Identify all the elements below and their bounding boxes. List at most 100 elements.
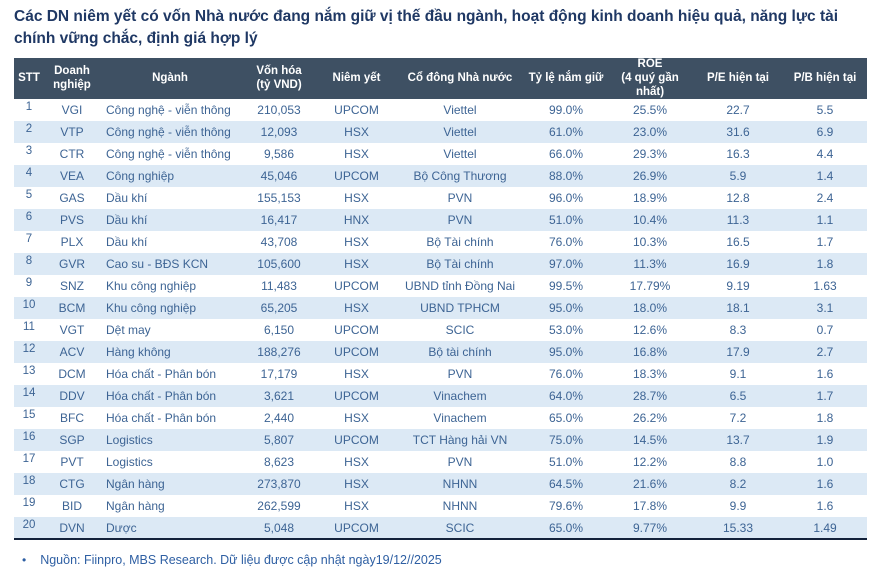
table-cell: 9.19 <box>726 279 750 294</box>
table-cell: 5 <box>25 189 33 202</box>
table-cell: 6,150 <box>263 323 295 338</box>
table-cell: 12,093 <box>260 125 298 140</box>
table-cell: 64.0% <box>548 389 584 404</box>
table-cell: Ngân hàng <box>106 477 165 492</box>
table-cell: 51.0% <box>548 213 584 228</box>
table-cell: Bộ tài chính <box>428 345 492 360</box>
table-cell: 1.4 <box>816 169 834 184</box>
table-cell: UPCOM <box>334 323 379 338</box>
table-row: 16 SGP Logistics 5,807 UPCOM TCT Hàng hải VN 7… <box>14 429 867 452</box>
table-cell: CTR <box>59 147 85 162</box>
table-cell: 88.0% <box>548 169 584 184</box>
table-cell: Viettel <box>443 147 477 162</box>
table-cell: 75.0% <box>548 433 584 448</box>
table-cell: PLX <box>60 235 84 250</box>
column-header: STT <box>14 57 44 100</box>
table-row: 18 CTG Ngân hàng 273,870 HSX NHNN 64.5% 21.6% 8.… <box>14 473 867 496</box>
table-cell: 76.0% <box>548 235 584 250</box>
table-cell: 9.1 <box>729 367 747 382</box>
column-header: Niêm yết <box>318 57 395 100</box>
table-cell: 22.7 <box>726 103 750 118</box>
table-cell: 16.5 <box>726 235 750 250</box>
table-cell: 26.9% <box>632 169 668 184</box>
table-cell: 1 <box>25 101 33 114</box>
table-header-row: STT Doanh nghiệp Ngành Vốn hóa (tỷ VND) Niêm… <box>14 57 867 100</box>
table-cell: 8.8 <box>729 455 747 470</box>
table-cell: Vinachem <box>433 411 487 426</box>
table-cell: 65.0% <box>548 411 584 426</box>
table-cell: UPCOM <box>334 169 379 184</box>
table-body: 1 VGI Công nghệ - viễn thông 210,053 UPCOM Vi… <box>14 99 867 540</box>
bullet-marker: • <box>22 553 27 568</box>
table-cell: ACV <box>59 345 85 360</box>
table-cell: Công nghệ - viễn thông <box>106 125 231 140</box>
table-cell: HSX <box>344 257 369 272</box>
table-cell: 188,276 <box>257 345 301 360</box>
table-cell: Dầu khí <box>106 213 148 228</box>
table-cell: 76.0% <box>548 367 584 382</box>
table-cell: 99.5% <box>548 279 584 294</box>
table-cell: Bộ Tài chính <box>426 257 494 272</box>
table-cell: UBND TPHCM <box>420 301 500 316</box>
table-cell: VEA <box>59 169 84 184</box>
table-cell: 3.1 <box>816 301 834 316</box>
table-cell: CTG <box>59 477 85 492</box>
table-cell: 1.63 <box>813 279 837 294</box>
table-row: 20 DVN Dược 5,048 UPCOM SCIC 65.0% 9.77% 15.33 1.… <box>14 517 867 540</box>
table-cell: 7 <box>25 233 33 246</box>
companies-table: STT Doanh nghiệp Ngành Vốn hóa (tỷ VND) Niêm… <box>14 57 867 541</box>
table-row: 7 PLX Dầu khí 43,708 HSX Bộ Tài chính 76.0% 10.… <box>14 231 867 254</box>
table-cell: 2 <box>25 123 33 136</box>
table-cell: 9.9 <box>729 499 747 514</box>
table-cell: Dầu khí <box>106 191 148 206</box>
column-header: P/B hiện tại <box>783 57 867 100</box>
table-cell: Viettel <box>443 125 477 140</box>
table-cell: 95.0% <box>548 301 584 316</box>
table-cell: HNX <box>343 213 370 228</box>
table-cell: UPCOM <box>334 433 379 448</box>
table-cell: 15 <box>22 409 36 422</box>
table-cell: 14 <box>22 387 36 400</box>
table-cell: 16.9 <box>726 257 750 272</box>
page-title: Các DN niêm yết có vốn Nhà nước đang nắm… <box>14 8 839 48</box>
table-cell: 43,708 <box>260 235 298 250</box>
column-header: Tỷ lệ nắm giữ <box>525 57 607 100</box>
table-cell: Khu công nghiệp <box>106 301 197 316</box>
table-cell: 66.0% <box>548 147 584 162</box>
table-cell: BCM <box>58 301 86 316</box>
table-cell: 8 <box>25 255 33 268</box>
table-cell: HSX <box>344 367 369 382</box>
table-cell: 16.3 <box>726 147 750 162</box>
table-cell: VTP <box>60 125 84 140</box>
table-cell: 13 <box>22 365 36 378</box>
table-cell: 18.1 <box>726 301 750 316</box>
table-cell: 2,440 <box>263 411 295 426</box>
table-cell: GVR <box>58 257 85 272</box>
table-cell: UPCOM <box>334 389 379 404</box>
table-row: 6 PVS Dầu khí 16,417 HNX PVN 51.0% 10.4% 11.3 1.1 <box>14 209 867 232</box>
table-cell: 262,599 <box>257 499 301 514</box>
table-cell: 2.7 <box>816 345 834 360</box>
table-cell: 19 <box>22 497 36 510</box>
table-cell: VGI <box>61 103 83 118</box>
table-row: 15 BFC Hóa chất - Phân bón 2,440 HSX Vinachem… <box>14 407 867 430</box>
table-cell: 13.7 <box>726 433 750 448</box>
table-cell: 28.7% <box>632 389 668 404</box>
table-cell: 155,153 <box>257 191 301 206</box>
table-cell: DVN <box>59 520 85 535</box>
table-cell: HSX <box>344 455 369 470</box>
table-row: 4 VEA Công nghiệp 45,046 UPCOM Bộ Công Thương… <box>14 165 867 188</box>
table-cell: Dệt may <box>106 323 151 338</box>
table-cell: 3 <box>25 145 33 158</box>
table-cell: 10.4% <box>632 213 668 228</box>
column-header: P/E hiện tại <box>693 57 783 100</box>
table-row: 11 VGT Dệt may 6,150 UPCOM SCIC 53.0% 12.6% 8.3 0… <box>14 319 867 342</box>
table-cell: 4.4 <box>816 147 834 162</box>
table-cell: Hàng không <box>106 345 171 360</box>
table-cell: 4 <box>25 167 33 180</box>
table-cell: 105,600 <box>257 257 301 272</box>
table-cell: Vinachem <box>433 389 487 404</box>
table-cell: 17.79% <box>629 279 671 294</box>
table-cell: 1.6 <box>816 499 834 514</box>
